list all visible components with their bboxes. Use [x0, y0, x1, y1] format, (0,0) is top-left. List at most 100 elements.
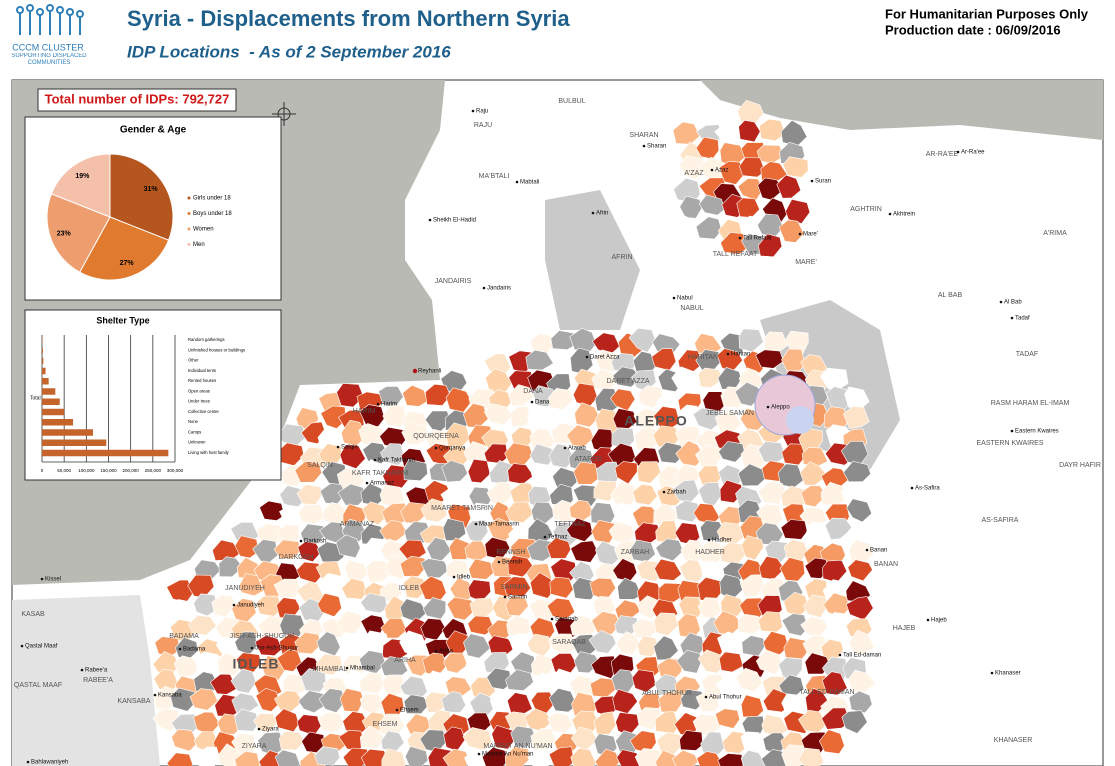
map-cell: [632, 483, 658, 506]
chart-title: Shelter Type: [96, 315, 149, 325]
district-label: AS-SAFIRA: [982, 517, 1019, 524]
map-cell: [701, 674, 725, 697]
pie-slice: [109, 153, 174, 241]
map-cell: [491, 724, 517, 750]
map-cell: [420, 498, 448, 523]
map-cell: [483, 403, 513, 426]
town-label: Nabul: [677, 296, 693, 302]
map-cell: [273, 578, 302, 598]
map-cell: [529, 572, 555, 599]
map-cell: [425, 670, 450, 693]
map-cell: [654, 558, 682, 581]
y-axis-label: Total: [30, 395, 41, 401]
map-cell: [300, 668, 327, 693]
map-cell: [593, 711, 617, 735]
map-cell: [358, 672, 384, 694]
town-label: Kissel: [45, 577, 61, 583]
map-cell: [781, 613, 809, 637]
town-label: Ariha: [439, 649, 454, 655]
town-dot: [428, 218, 432, 222]
category-label: Camps: [188, 429, 201, 434]
map-cell: [403, 575, 428, 599]
town-dot: [738, 236, 742, 240]
town-label: Janudiyeh: [237, 603, 264, 609]
district-label: EHSEM: [373, 721, 398, 728]
town-label: Qastal Maaf: [25, 644, 58, 650]
town-label: Ar-Ra'ee: [961, 150, 985, 156]
map-cell: [590, 655, 617, 679]
map-cell: [294, 631, 322, 655]
map-cell: [402, 384, 429, 407]
bar: [42, 408, 65, 416]
map-cell: [530, 465, 556, 487]
map-cell: [234, 708, 260, 732]
map-cell: [737, 613, 764, 635]
map-cell: [234, 535, 259, 559]
map-cell: [634, 748, 663, 766]
map-cell: [166, 752, 194, 766]
map-cell: [276, 649, 303, 672]
town-dot: [412, 368, 418, 374]
town-label: Zarbah: [667, 490, 686, 496]
town-label: Khanaser: [995, 671, 1021, 677]
map-cell: [653, 612, 679, 637]
category-label: Collective center: [188, 409, 220, 414]
map-cell: [824, 517, 853, 541]
map-cell: [441, 691, 467, 713]
map-cell: [739, 157, 766, 178]
map-cell: [548, 746, 575, 766]
map-cell: [403, 694, 430, 715]
category-label: Individual tents: [188, 368, 216, 373]
town-label: Idleb: [457, 575, 471, 581]
map-cell: [718, 441, 745, 463]
map-cell: [209, 673, 238, 695]
map-cell: [717, 631, 745, 654]
title: Syria - Displacements from Northern Syri…: [127, 6, 570, 31]
map-cell: [381, 748, 406, 766]
map-cell: [338, 632, 361, 654]
map-cell: [588, 629, 617, 654]
town-label: Ehsem: [400, 708, 419, 714]
map-cell: [546, 537, 572, 559]
map-cell: [361, 501, 390, 526]
map-cell: [505, 595, 529, 617]
town-label: Haritan: [731, 352, 750, 358]
legend-label: Women: [193, 227, 214, 233]
bar: [42, 449, 169, 457]
town-dot: [497, 560, 501, 564]
pie-label: 31%: [144, 186, 159, 193]
district-label: KAFR TAKHARIM: [352, 470, 408, 477]
bar: [42, 367, 46, 375]
town-label: Banan: [870, 548, 887, 554]
town-label: Suran: [815, 179, 831, 185]
pie-slice: [46, 193, 111, 273]
town-label: Abul Thohur: [709, 695, 742, 701]
map-cell: [740, 749, 768, 766]
map-cell: [320, 405, 347, 429]
map-cell: [530, 728, 557, 751]
map-cell: [297, 690, 326, 714]
map-cell: [170, 687, 196, 712]
map-cell: [799, 461, 828, 486]
map-cell: [821, 671, 848, 696]
map-cell: [847, 669, 876, 693]
district-label: AR-RA'EE: [926, 151, 959, 158]
bar: [42, 347, 43, 354]
logo-subtitle-box: SUPPORTING DISPLACED COMMUNITIES: [11, 53, 86, 66]
district-label: HAJEB: [893, 625, 916, 632]
map-cell: [469, 692, 495, 716]
map-cell: [317, 711, 344, 733]
map-cell: [336, 610, 363, 635]
map-cell: [714, 708, 741, 729]
category-label: Random gatherings: [188, 337, 225, 342]
district-label: ZARBAH: [621, 549, 649, 556]
map-cell: [507, 555, 534, 578]
district-label: HADHER: [695, 549, 725, 556]
map-cell: [173, 655, 200, 677]
map-cell: [573, 461, 600, 485]
bar: [42, 357, 44, 364]
legend-label: Men: [193, 242, 205, 248]
town-dot: [395, 708, 399, 712]
town-label: Bahlawaniyeh: [31, 760, 68, 766]
map-cell: [697, 649, 726, 674]
